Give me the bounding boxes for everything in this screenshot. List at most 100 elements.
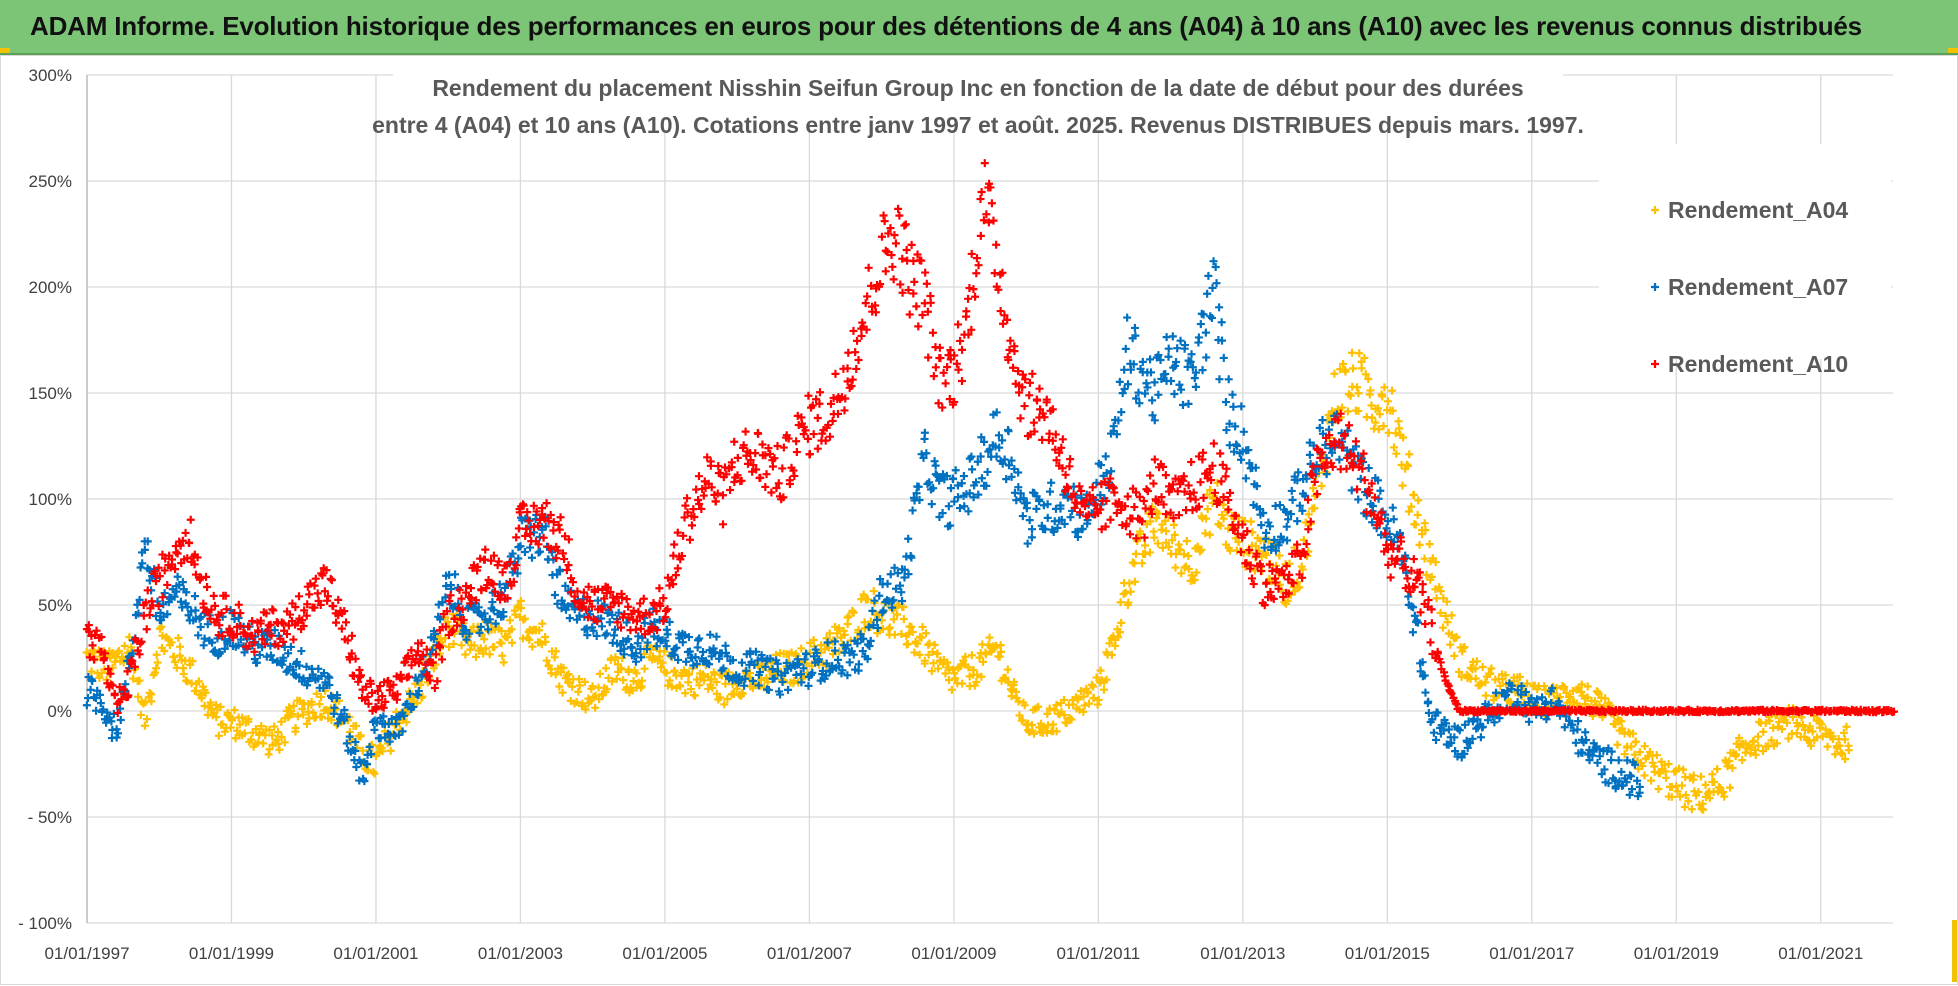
data-point <box>1241 474 1250 483</box>
data-point <box>1354 389 1363 398</box>
data-point <box>821 436 830 445</box>
data-point <box>171 565 180 574</box>
data-point <box>861 299 870 308</box>
data-point <box>947 685 956 694</box>
data-point <box>1174 540 1183 549</box>
data-point <box>1076 687 1085 696</box>
data-point <box>1521 688 1530 697</box>
data-point <box>1478 663 1487 672</box>
data-point <box>1503 686 1512 695</box>
data-point <box>1109 422 1118 431</box>
data-point <box>794 660 803 669</box>
data-point <box>1196 478 1205 487</box>
data-point <box>690 513 699 522</box>
data-point <box>1105 639 1114 648</box>
data-point <box>934 664 943 673</box>
data-point <box>196 613 205 622</box>
data-point <box>1451 747 1460 756</box>
data-point <box>928 328 937 337</box>
data-point <box>299 621 308 630</box>
data-point <box>233 726 242 735</box>
data-point <box>1028 525 1037 534</box>
data-point <box>977 187 986 196</box>
data-point <box>1573 725 1582 734</box>
data-point <box>979 657 988 666</box>
y-tick-label: 0% <box>47 702 72 721</box>
data-point <box>307 697 316 706</box>
data-point <box>580 677 589 686</box>
data-point <box>173 572 182 581</box>
data-point <box>1374 494 1383 503</box>
data-point <box>645 610 654 619</box>
data-point <box>987 199 996 208</box>
data-point <box>620 644 629 653</box>
data-point <box>379 712 388 721</box>
data-point <box>1191 382 1200 391</box>
data-point <box>1060 711 1069 720</box>
data-point <box>737 658 746 667</box>
data-point <box>1009 363 1018 372</box>
data-point <box>1169 520 1178 529</box>
data-point <box>1016 414 1025 423</box>
data-point <box>136 563 145 572</box>
data-point <box>476 622 485 631</box>
data-point <box>494 557 503 566</box>
data-point <box>659 594 668 603</box>
data-point <box>323 592 332 601</box>
data-point <box>436 643 445 652</box>
data-point <box>1402 568 1411 577</box>
data-point <box>141 598 150 607</box>
data-point <box>944 502 953 511</box>
data-point <box>1092 673 1101 682</box>
data-point <box>565 614 574 623</box>
data-point <box>1728 763 1737 772</box>
series-Rendement_A04 <box>82 348 1853 814</box>
data-point <box>1346 391 1355 400</box>
chart-area: 300% 250% 200% 150% 100% 50% 0% - 50% - 100% 01/… <box>0 55 1958 985</box>
corner-marker-top-right <box>1948 48 1958 53</box>
data-point <box>1647 776 1656 785</box>
data-point <box>1343 407 1352 416</box>
data-point <box>1447 739 1456 748</box>
data-point <box>631 649 640 658</box>
data-point <box>404 672 413 681</box>
data-point <box>1150 455 1159 464</box>
data-point <box>1032 504 1041 513</box>
data-point <box>1305 450 1314 459</box>
data-point <box>1697 772 1706 781</box>
data-point <box>199 603 208 612</box>
data-point <box>1115 628 1124 637</box>
data-point <box>160 647 169 656</box>
data-point <box>597 622 606 631</box>
data-point <box>628 643 637 652</box>
data-point <box>1384 428 1393 437</box>
data-point <box>881 267 890 276</box>
data-point <box>1468 734 1477 743</box>
data-point <box>1162 538 1171 547</box>
data-point <box>206 614 215 623</box>
data-point <box>929 659 938 668</box>
data-point <box>340 705 349 714</box>
data-point <box>873 615 882 624</box>
data-point <box>1416 608 1425 617</box>
data-point <box>663 605 672 614</box>
data-point <box>1390 443 1399 452</box>
data-point <box>601 664 610 673</box>
data-point <box>1157 493 1166 502</box>
data-point <box>1221 398 1230 407</box>
data-point <box>1831 750 1840 759</box>
data-point <box>1293 540 1302 549</box>
data-point <box>1043 500 1052 509</box>
data-point <box>1138 559 1147 568</box>
data-point <box>695 500 704 509</box>
data-point <box>980 159 989 168</box>
data-point <box>352 721 361 730</box>
data-point <box>1662 773 1671 782</box>
data-point <box>912 302 921 311</box>
x-tick-label: 01/01/2009 <box>911 944 996 963</box>
data-point <box>653 656 662 665</box>
data-point <box>258 635 267 644</box>
data-point <box>931 461 940 470</box>
data-point <box>1014 468 1023 477</box>
data-point <box>1295 501 1304 510</box>
